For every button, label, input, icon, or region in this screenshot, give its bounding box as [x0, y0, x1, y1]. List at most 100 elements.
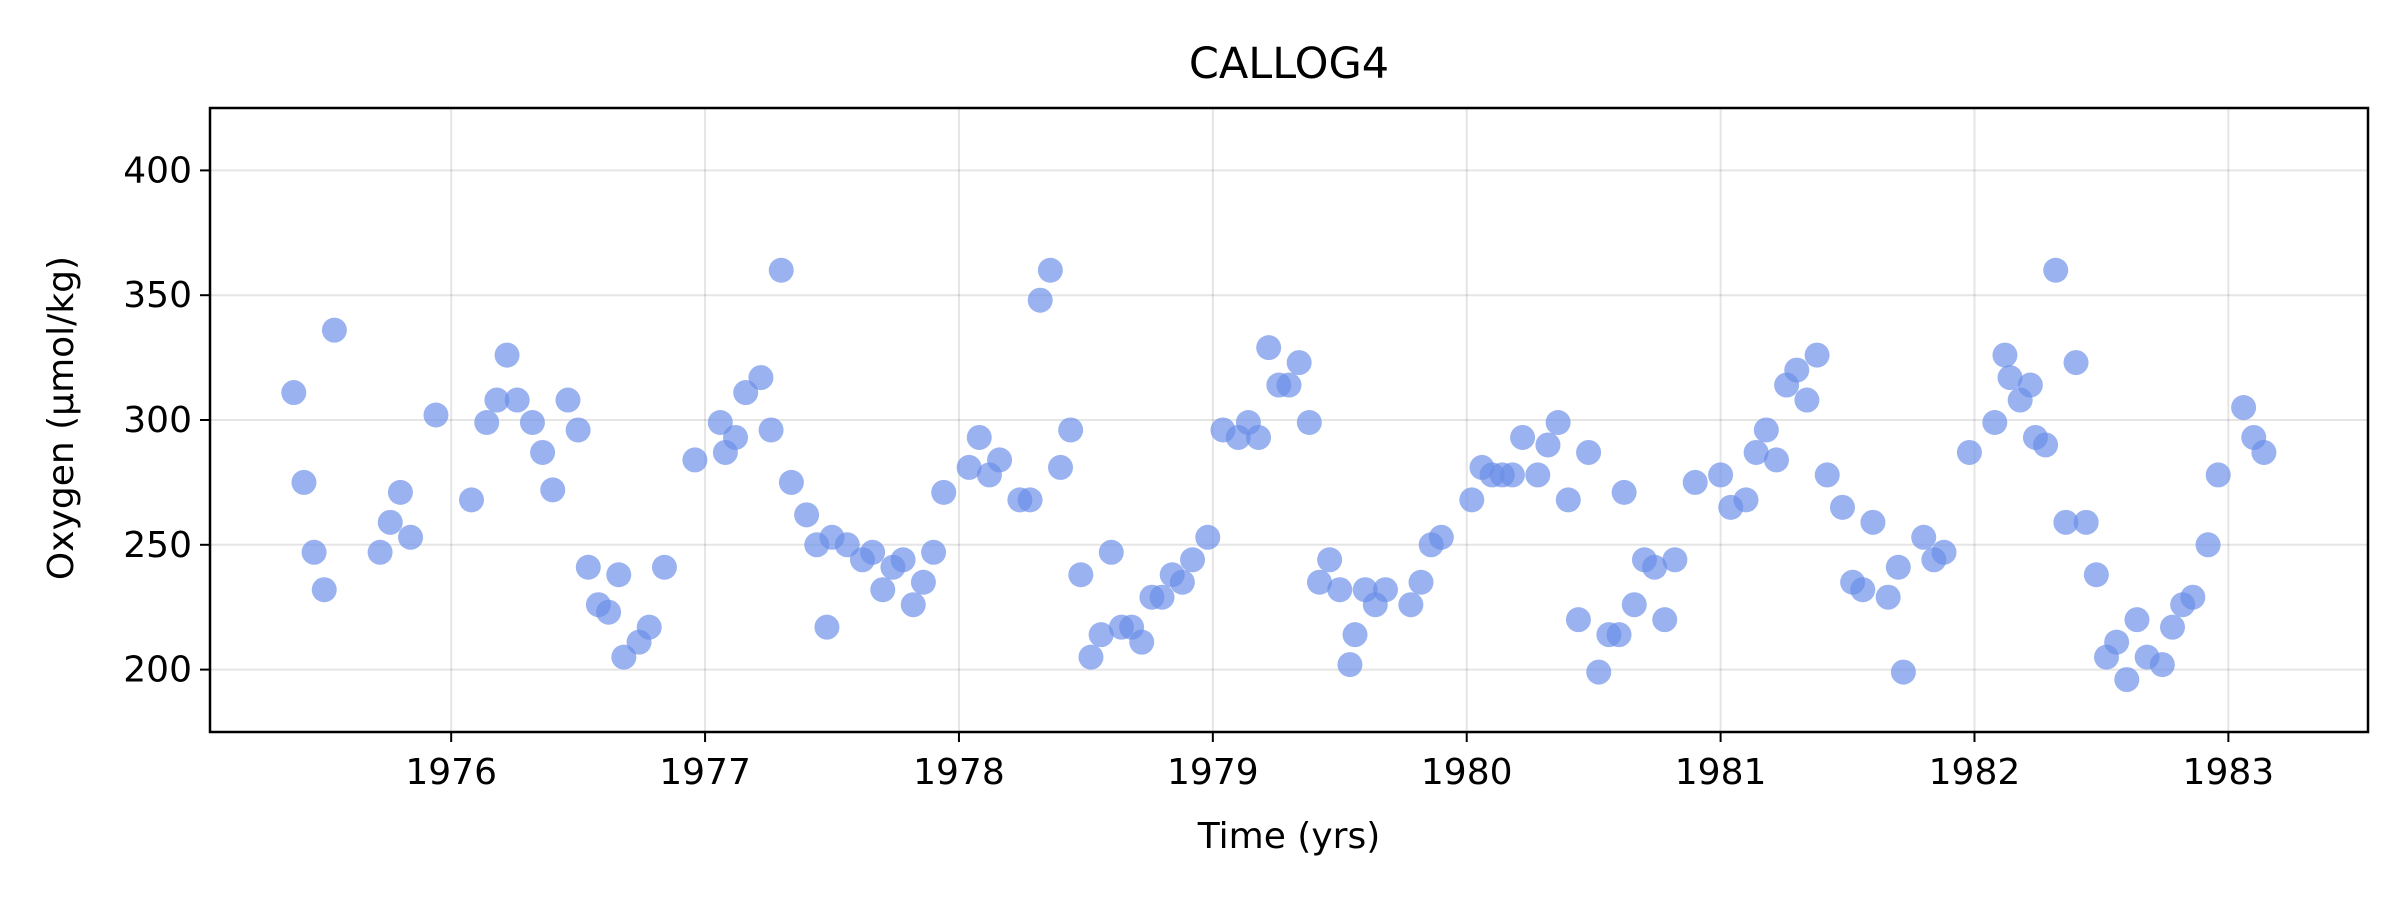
data-point — [1398, 592, 1424, 618]
data-point — [1733, 487, 1759, 513]
data-point — [519, 409, 545, 435]
data-point — [504, 387, 530, 413]
data-point — [1256, 335, 1282, 361]
y-axis-ticks: 200 250 300 350 400 — [123, 150, 210, 691]
data-point — [474, 409, 500, 435]
data-point — [1078, 644, 1104, 670]
data-point — [921, 539, 947, 565]
x-tick-label: 1982 — [1929, 752, 2021, 793]
data-point — [1956, 439, 1982, 465]
data-point — [1129, 629, 1155, 655]
data-point — [1037, 257, 1063, 283]
data-point — [1246, 424, 1272, 450]
data-point — [1753, 417, 1779, 443]
data-point — [1642, 554, 1668, 580]
data-point — [1652, 607, 1678, 633]
data-point — [2231, 395, 2257, 421]
data-point — [321, 317, 347, 343]
data-point — [910, 569, 936, 595]
data-point — [377, 509, 403, 535]
data-point — [423, 402, 449, 428]
data-point — [860, 539, 886, 565]
data-point — [530, 439, 556, 465]
data-point — [606, 562, 632, 588]
data-point — [1992, 342, 2018, 368]
data-point — [1286, 350, 1312, 376]
data-point — [596, 599, 622, 625]
data-point — [890, 547, 916, 573]
data-point — [2124, 607, 2150, 633]
data-point — [1342, 622, 1368, 648]
data-point — [956, 454, 982, 480]
data-point — [768, 257, 794, 283]
y-axis-label: Oxygen (µmol/kg) — [41, 256, 82, 580]
data-point — [2149, 652, 2175, 678]
data-point — [2205, 462, 2231, 488]
x-tick-label: 1981 — [1675, 752, 1767, 793]
data-point — [565, 417, 591, 443]
x-axis-ticks: 1976 1977 1978 1979 1980 1981 1982 1983 — [405, 732, 2274, 793]
data-point — [966, 424, 992, 450]
data-point — [1510, 424, 1536, 450]
data-point — [723, 424, 749, 450]
data-point — [1317, 547, 1343, 573]
data-point — [1459, 487, 1485, 513]
x-tick-label: 1977 — [659, 752, 751, 793]
data-point — [1682, 469, 1708, 495]
data-point — [1149, 584, 1175, 610]
data-point — [575, 554, 601, 580]
data-point — [1565, 607, 1591, 633]
data-point — [458, 487, 484, 513]
data-point — [707, 409, 733, 435]
data-point — [1708, 462, 1734, 488]
data-point — [1027, 287, 1053, 313]
data-point — [1372, 577, 1398, 603]
data-point — [367, 539, 393, 565]
data-point — [1621, 592, 1647, 618]
data-point — [2160, 614, 2186, 640]
data-point — [748, 365, 774, 391]
data-point — [1885, 554, 1911, 580]
data-point — [1794, 387, 1820, 413]
data-point — [1408, 569, 1434, 595]
data-point — [2043, 257, 2069, 283]
data-point — [555, 387, 581, 413]
grid-lines — [210, 108, 2368, 732]
data-point — [1098, 539, 1124, 565]
data-point — [1555, 487, 1581, 513]
data-point — [758, 417, 784, 443]
data-point — [2104, 629, 2130, 655]
x-tick-label: 1978 — [913, 752, 1005, 793]
data-point — [1611, 479, 1637, 505]
data-point — [1890, 659, 1916, 685]
data-point — [2033, 432, 2059, 458]
y-tick-label: 250 — [123, 525, 192, 566]
data-point — [1814, 462, 1840, 488]
data-point — [1586, 659, 1612, 685]
data-point — [1982, 409, 2008, 435]
x-tick-label: 1980 — [1421, 752, 1513, 793]
data-point — [1048, 454, 1074, 480]
data-point — [494, 342, 520, 368]
data-point — [398, 524, 424, 550]
y-tick-label: 350 — [123, 275, 192, 316]
data-point — [1428, 524, 1454, 550]
data-point — [1296, 409, 1322, 435]
y-tick-label: 400 — [123, 150, 192, 191]
x-axis-label: Time (yrs) — [1197, 816, 1381, 857]
data-point — [311, 577, 337, 603]
data-point — [1875, 584, 1901, 610]
data-point — [1276, 372, 1302, 398]
data-point — [2053, 509, 2079, 535]
data-point — [1576, 439, 1602, 465]
data-point — [484, 387, 510, 413]
data-point — [1525, 462, 1551, 488]
data-point — [387, 479, 413, 505]
data-point — [733, 380, 759, 406]
x-tick-label: 1983 — [2183, 752, 2275, 793]
data-point — [1169, 569, 1195, 595]
data-point — [2073, 509, 2099, 535]
data-point — [2017, 372, 2043, 398]
data-point — [1662, 547, 1688, 573]
